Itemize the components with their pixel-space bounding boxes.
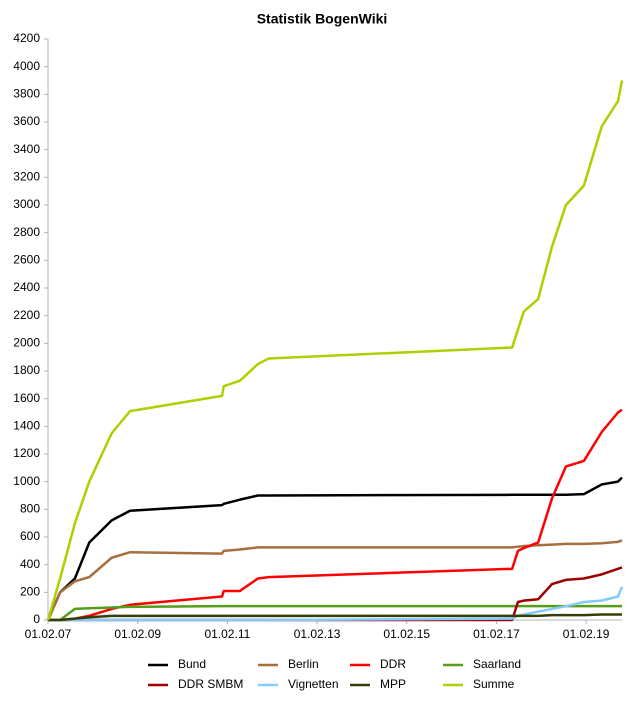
legend-label: MPP [380,677,406,691]
y-tick-label: 2000 [13,336,40,350]
series-line [46,80,624,621]
y-tick-label: 2600 [13,253,40,267]
y-tick-label: 2400 [13,280,40,294]
y-tick-label: 800 [20,502,40,516]
y-tick-label: 1600 [13,391,40,405]
series-line [46,539,623,621]
x-tick-label: 01.02.09 [114,627,161,641]
x-tick-label: 01.02.19 [563,627,610,641]
y-tick-label: 3400 [13,142,40,156]
y-tick-label: 3000 [13,197,40,211]
series-line [46,476,623,621]
legend-label: Berlin [288,657,319,671]
y-tick-label: 2200 [13,308,40,322]
series-line [48,408,623,622]
y-tick-label: 3800 [13,87,40,101]
y-tick-label: 4200 [13,31,40,45]
y-tick-label: 400 [20,557,40,571]
y-tick-label: 1800 [13,363,40,377]
x-tick-label: 01.02.11 [204,627,250,641]
x-tick-label: 01.02.15 [383,627,430,641]
y-tick-label: 4000 [13,59,40,73]
legend-label: Bund [178,657,206,671]
y-tick-label: 200 [20,585,40,599]
x-tick-label: 01.02.17 [473,627,520,641]
y-tick-label: 1400 [13,419,40,433]
y-tick-label: 3200 [13,170,40,184]
x-tick-label: 01.02.07 [25,627,72,641]
legend-label: Summe [473,677,515,691]
y-tick-label: 600 [20,529,40,543]
legend-label: Saarland [473,657,521,671]
y-tick-label: 0 [33,612,40,626]
chart-title: Statistik BogenWiki [257,11,388,27]
legend-label: Vignetten [288,677,339,691]
x-tick-label: 01.02.13 [294,627,341,641]
legend-label: DDR [380,657,406,671]
series-line [48,586,624,622]
y-tick-label: 2800 [13,225,40,239]
series-line [48,604,622,622]
series-line [48,613,622,622]
y-tick-label: 1000 [13,474,40,488]
y-tick-label: 1200 [13,446,40,460]
y-tick-label: 3600 [13,114,40,128]
legend-label: DDR SMBM [178,677,243,691]
